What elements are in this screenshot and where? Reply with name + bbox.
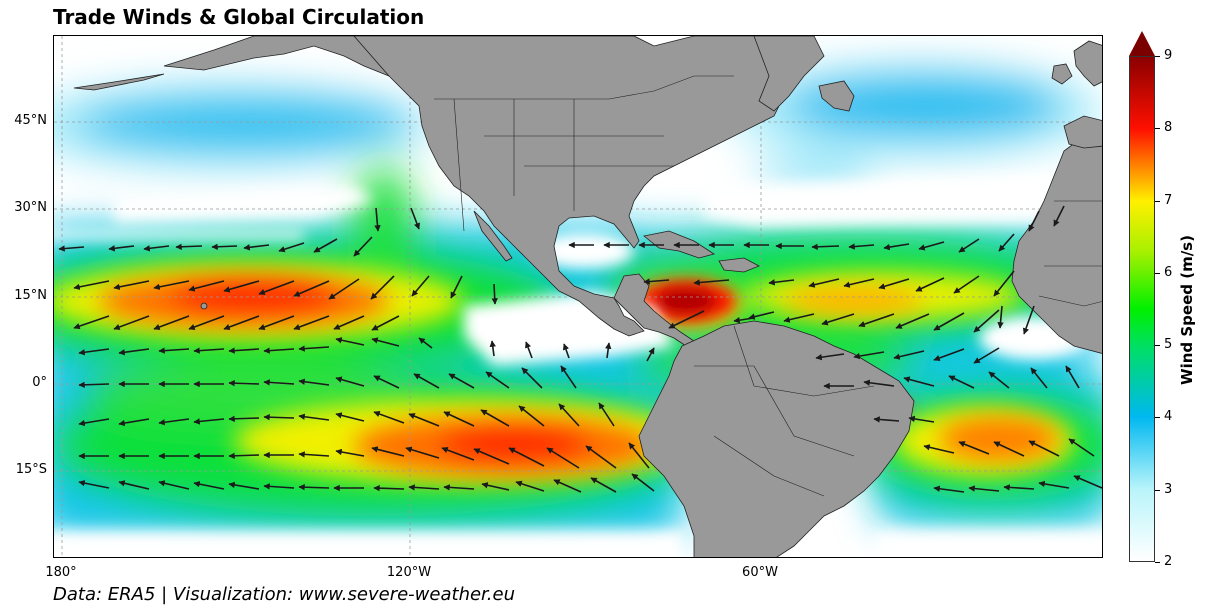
map-plot-area [53,35,1103,558]
borders [434,75,1102,497]
colorbar-tick-label: 4 [1164,409,1173,425]
chart-title: Trade Winds & Global Circulation [53,5,425,29]
colorbar [1129,56,1155,562]
ytick-45n: 45°N [14,113,47,128]
wind-speed-map [54,36,1102,557]
colorbar-tick-label: 9 [1164,48,1173,63]
wind-layer-max [99,275,1059,476]
colorbar-tick-mark [1155,562,1160,563]
colorbar-label: Wind Speed (m/s) [1178,235,1196,385]
colorbar-tick-mark [1155,56,1160,57]
data-credit: Data: ERA5 | Visualization: www.severe-w… [53,584,515,605]
colorbar-tick-mark [1155,200,1160,202]
colorbar-tick-label: 8 [1164,120,1173,136]
colorbar-extend-max [1129,31,1155,56]
ytick-30n: 30°N [14,200,47,215]
colorbar-tick-label: 3 [1164,481,1173,497]
colorbar-tick-label: 7 [1164,192,1173,208]
colorbar-tick-label: 5 [1164,337,1173,353]
colorbar-tick-mark [1155,417,1160,419]
xtick-180: 180° [45,565,77,580]
ytick-15n: 15°N [14,288,47,303]
wind-vectors [58,205,1102,493]
colorbar-tick-mark [1155,345,1160,347]
xtick-120w: 120°W [386,565,432,580]
colorbar-tick-label: 6 [1164,264,1173,280]
ytick-15s: 15°S [15,462,47,477]
caribbean-jet [636,279,911,412]
xtick-60w: 60°W [742,565,778,580]
colorbar-tick-mark [1155,489,1160,491]
colorbar-tick-label: 2 [1164,554,1173,569]
colorbar-tick-mark [1155,128,1160,130]
colorbar-tick-mark [1155,272,1160,274]
ytick-0: 0° [32,375,47,390]
